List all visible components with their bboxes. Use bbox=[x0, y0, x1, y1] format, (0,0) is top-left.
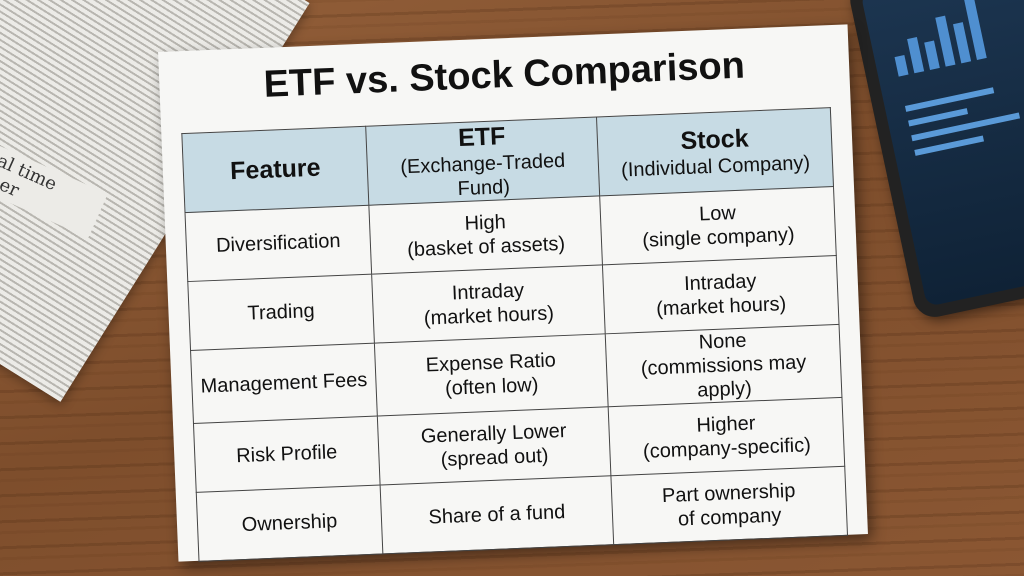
feature-cell: Management Fees bbox=[190, 343, 378, 424]
stock-cell: Part ownership of company bbox=[610, 466, 848, 545]
feature-cell: Trading bbox=[187, 274, 375, 351]
feature-cell: Diversification bbox=[185, 205, 372, 282]
header-feature: Feature bbox=[181, 126, 369, 213]
etf-cell: Share of a fund bbox=[380, 475, 614, 554]
stock-cell: Low (single company) bbox=[599, 186, 837, 265]
comparison-table: Feature ETF (Exchange-Traded Fund) Stock(… bbox=[181, 107, 848, 562]
cell-line: (commissions may apply) bbox=[640, 351, 807, 402]
feature-cell: Ownership bbox=[196, 484, 383, 562]
stock-cell: Intraday (market hours) bbox=[602, 255, 840, 334]
stock-cell: Higher (company-specific) bbox=[608, 397, 845, 476]
page-title: ETF vs. Stock Comparison bbox=[262, 44, 746, 106]
tablet-chart-screen bbox=[860, 0, 1024, 307]
header-stock: Stock (Individual Company) bbox=[596, 107, 834, 196]
etf-cell: Generally Lower (spread out) bbox=[377, 406, 611, 485]
cell-line: Diversification bbox=[215, 229, 341, 257]
cell-line: Trading bbox=[247, 299, 316, 325]
comparison-sheet: ETF vs. Stock Comparison Feature ETF (Exc… bbox=[158, 24, 868, 562]
cell-line: Risk Profile bbox=[235, 441, 338, 468]
feature-cell: Risk Profile bbox=[193, 416, 381, 493]
stock-cell: None (commissions may apply) bbox=[605, 324, 842, 407]
cell-line: Management Fees bbox=[200, 368, 368, 398]
cell-line: Ownership bbox=[241, 510, 338, 537]
etf-cell: Intraday (market hours) bbox=[371, 264, 606, 344]
etf-cell: Expense Ratio (often low) bbox=[374, 333, 609, 417]
tablet bbox=[846, 0, 1024, 321]
header-etf: ETF (Exchange-Traded Fund) bbox=[365, 117, 600, 206]
etf-cell: High (basket of assets) bbox=[368, 195, 603, 275]
cell-line: Share of a fund bbox=[428, 501, 566, 529]
